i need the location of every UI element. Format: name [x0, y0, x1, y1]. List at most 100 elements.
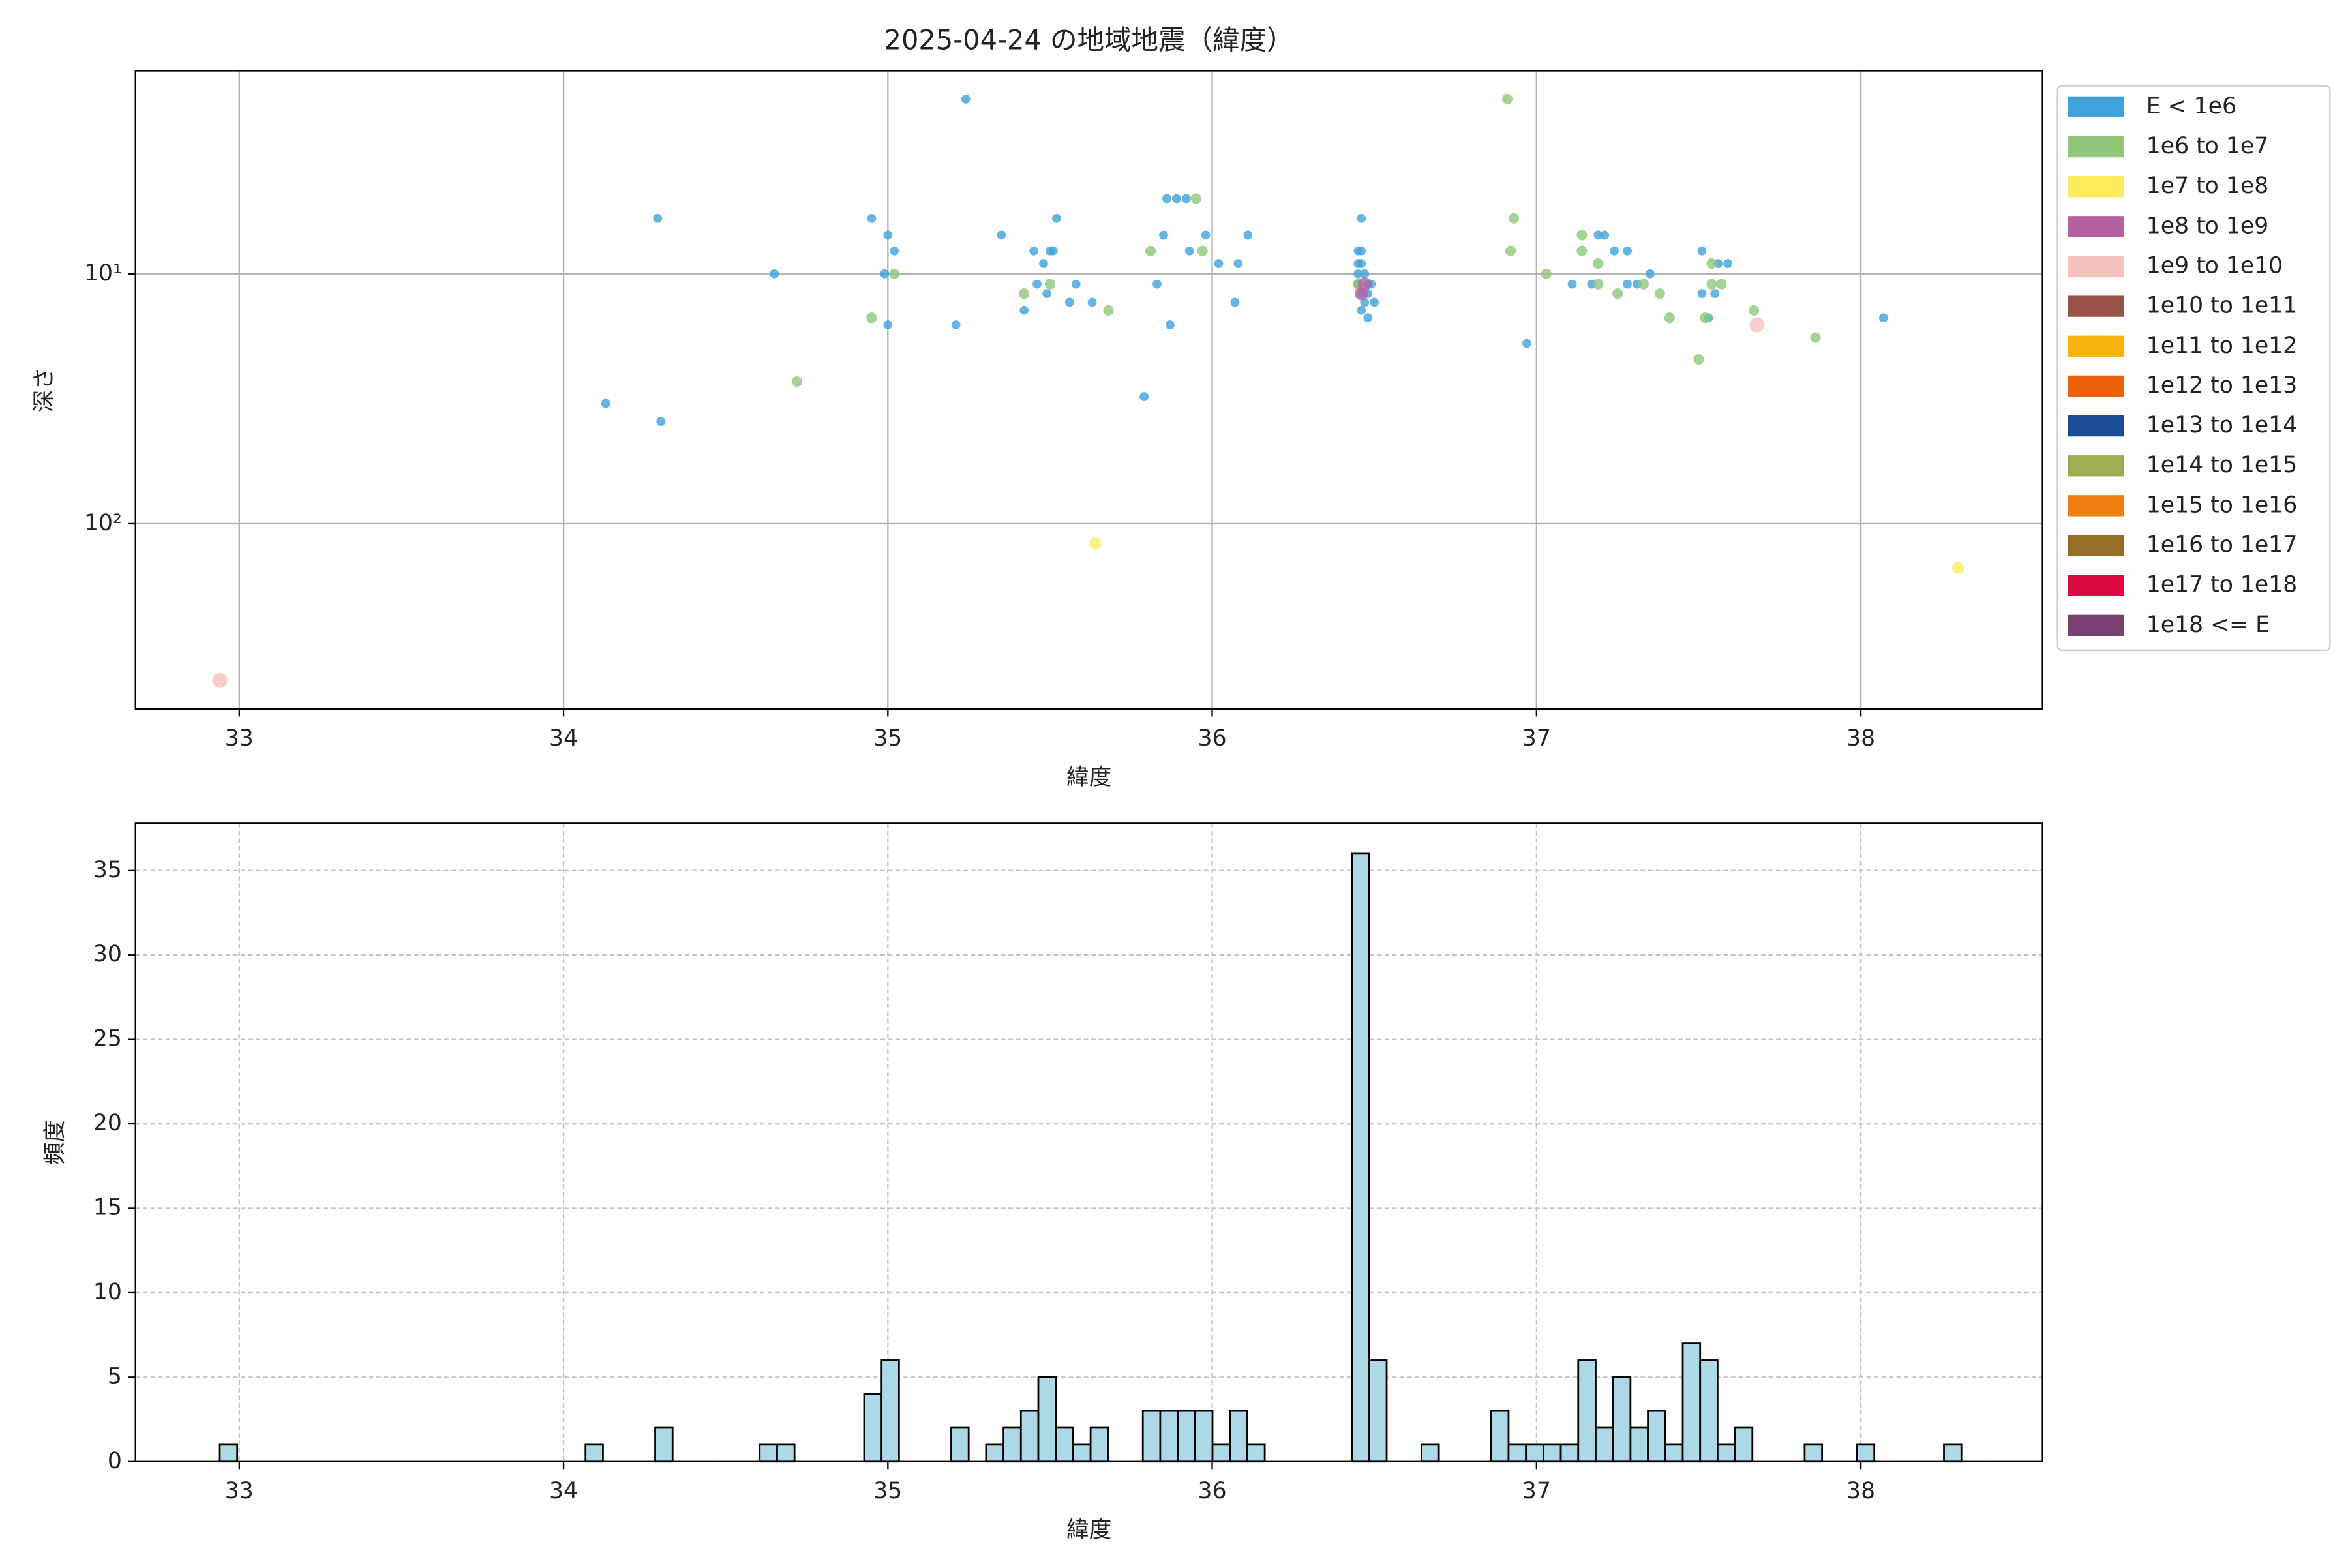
legend-swatch	[2068, 495, 2124, 517]
scatter-point	[1214, 259, 1224, 269]
scatter-point	[883, 230, 893, 240]
legend-label: 1e12 to 1e13	[2146, 372, 2297, 399]
scatter-point	[1593, 279, 1604, 290]
histogram-bar	[880, 1359, 900, 1463]
scatter-point	[1039, 259, 1048, 269]
legend-swatch	[2068, 455, 2124, 477]
histogram-bar	[776, 1443, 796, 1463]
histogram-bar	[1229, 1410, 1248, 1463]
scatter-point	[1723, 259, 1733, 269]
y-tick-label: 25	[93, 1026, 122, 1052]
scatter-point	[1243, 230, 1253, 240]
legend-swatch	[2068, 216, 2124, 237]
scatter-point	[1522, 339, 1531, 348]
x-tick-label: 38	[1846, 725, 1875, 751]
x-axis-label: 緯度	[1066, 1517, 1111, 1543]
scatter-point	[1363, 313, 1373, 323]
x-tick-label: 35	[873, 1478, 902, 1504]
scatter-point	[1089, 537, 1102, 550]
scatter-point	[1357, 213, 1366, 223]
scatter-point	[889, 268, 900, 279]
histogram-bar	[1803, 1443, 1823, 1463]
scatter-point	[601, 399, 610, 408]
scatter-point	[1610, 246, 1619, 256]
scatter-point	[1139, 392, 1149, 401]
histogram-bar	[1019, 1410, 1040, 1463]
scatter-point	[1051, 213, 1061, 223]
histogram-bar	[1525, 1443, 1544, 1463]
scatter-point	[1103, 305, 1114, 316]
scatter-point	[1145, 245, 1156, 256]
histogram-bar	[1089, 1426, 1109, 1463]
scatter-point	[1370, 297, 1379, 307]
histogram-bar	[863, 1393, 883, 1463]
chart-title: 2025-04-24 の地域地震（緯度）	[884, 24, 1294, 56]
scatter-point	[1697, 246, 1707, 256]
histogram-bar	[218, 1443, 239, 1463]
histogram-bar	[1177, 1410, 1196, 1463]
scatter-point	[1623, 279, 1632, 289]
y-tick-label: 35	[93, 857, 122, 883]
scatter-point	[1162, 194, 1171, 204]
histogram-bar	[1717, 1443, 1736, 1463]
scatter-point	[1152, 279, 1162, 289]
histogram-bar	[1699, 1359, 1719, 1463]
histogram-bar	[759, 1443, 778, 1463]
x-tick-label: 33	[225, 1478, 254, 1504]
scatter-point	[770, 269, 779, 279]
histogram-bar	[1664, 1443, 1684, 1463]
legend-label: 1e16 to 1e17	[2146, 532, 2297, 558]
scatter-point	[1541, 268, 1552, 279]
histogram-bar	[1351, 852, 1370, 1463]
scatter-point	[997, 230, 1006, 240]
x-tick-label: 34	[549, 725, 578, 751]
scatter-point	[1019, 288, 1030, 299]
scatter-point	[880, 269, 890, 279]
histogram-bar	[1629, 1426, 1649, 1463]
legend-swatch	[2068, 96, 2124, 117]
scatter-point	[1508, 213, 1520, 224]
histogram-bar	[1194, 1410, 1214, 1463]
legend-label: 1e11 to 1e12	[2146, 333, 2297, 359]
x-tick-label: 35	[873, 725, 902, 751]
scatter-point	[1190, 193, 1201, 204]
scatter-point	[1654, 288, 1665, 299]
scatter-point	[1593, 230, 1603, 240]
legend-swatch	[2068, 295, 2124, 317]
legend-frame	[2056, 85, 2331, 652]
scatter-point	[1810, 332, 1821, 343]
scatter-point	[1576, 230, 1588, 241]
legend-swatch	[2068, 136, 2124, 158]
scatter-point	[1184, 246, 1194, 256]
scatter-point	[1171, 194, 1181, 204]
scatter-point	[1353, 269, 1363, 279]
scatter-point	[1505, 245, 1516, 256]
scatter-point	[951, 320, 961, 329]
scatter-point	[1645, 269, 1655, 279]
scatter-point	[1357, 259, 1366, 269]
legend: E < 1e6 1e6 to 1e7 1e7 to 1e8 1e8 to 1e9 1e9…	[2056, 85, 2331, 652]
histogram-bar	[1612, 1376, 1632, 1463]
histogram-bar	[1943, 1443, 1963, 1463]
scatter-point	[1664, 312, 1675, 324]
scatter-point	[1197, 245, 1208, 256]
scatter-point	[1748, 305, 1760, 316]
x-axis-label: 緯度	[1066, 764, 1111, 791]
scatter-point	[1501, 93, 1513, 105]
scatter-point	[1700, 312, 1711, 324]
scatter-point	[1357, 277, 1372, 292]
histogram-bar	[1037, 1376, 1057, 1463]
scatter-point	[1576, 245, 1588, 256]
legend-label: 1e13 to 1e14	[2146, 412, 2297, 438]
scatter-point	[867, 213, 877, 223]
legend-swatch	[2068, 575, 2124, 596]
legend-swatch	[2068, 415, 2124, 437]
axes-frame	[134, 822, 2043, 1462]
histogram-bar	[985, 1443, 1004, 1463]
scatter-point	[1360, 269, 1370, 279]
histogram-bar	[1002, 1426, 1022, 1463]
scatter-point	[1600, 230, 1610, 240]
scatter-point	[1064, 297, 1074, 307]
scatter-point	[1233, 259, 1243, 269]
